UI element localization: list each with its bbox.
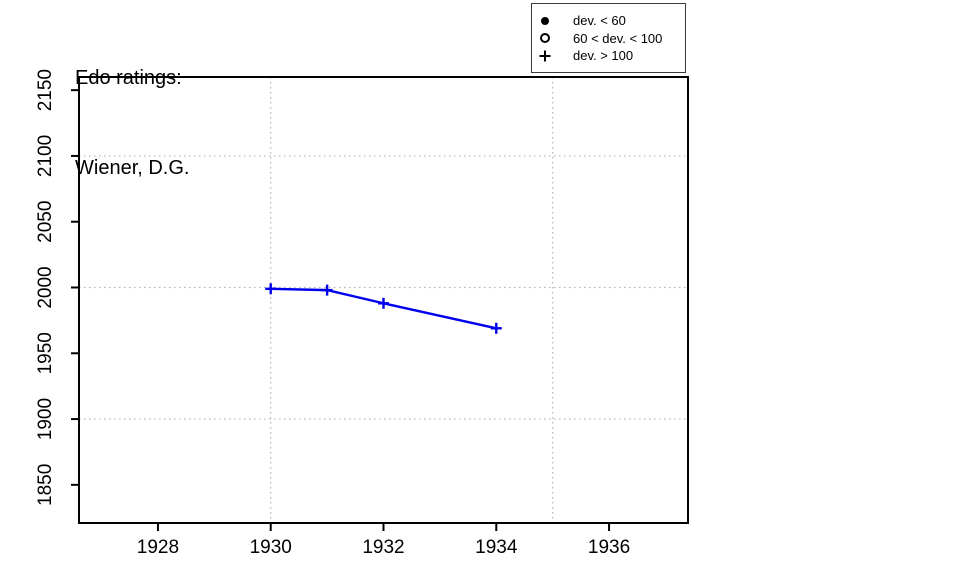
y-tick-label: 2050	[35, 201, 56, 243]
legend-item: dev. > 100	[538, 47, 685, 65]
rating-line	[269, 287, 498, 330]
legend-item-label: dev. > 100	[573, 48, 634, 64]
x-tick-label: 1928	[137, 537, 179, 558]
plot-frame	[78, 76, 689, 524]
legend: dev. < 60 60 < dev. < 100 dev. > 100	[531, 3, 686, 73]
chart-title-line2: Wiener, D.G.	[75, 157, 190, 179]
x-tick-label: 1932	[362, 537, 404, 558]
y-tick-label: 1900	[35, 398, 56, 440]
chart-title: Edo ratings: Wiener, D.G.	[75, 3, 189, 243]
y-tick-label: 1850	[35, 464, 56, 506]
y-tick-label: 1950	[35, 332, 56, 374]
x-tick-label: 1936	[588, 537, 630, 558]
y-tick-label: 2000	[35, 266, 56, 308]
legend-item-label: 60 < dev. < 100	[573, 30, 663, 46]
legend-item: dev. < 60	[538, 12, 685, 30]
y-tick-label: 2100	[35, 135, 56, 177]
y-tick-label: 2150	[35, 69, 56, 111]
x-tick-label: 1930	[250, 537, 292, 558]
legend-item: 60 < dev. < 100	[538, 30, 685, 48]
x-tick-label: 1934	[475, 537, 518, 558]
legend-item-label: dev. < 60	[573, 13, 626, 29]
